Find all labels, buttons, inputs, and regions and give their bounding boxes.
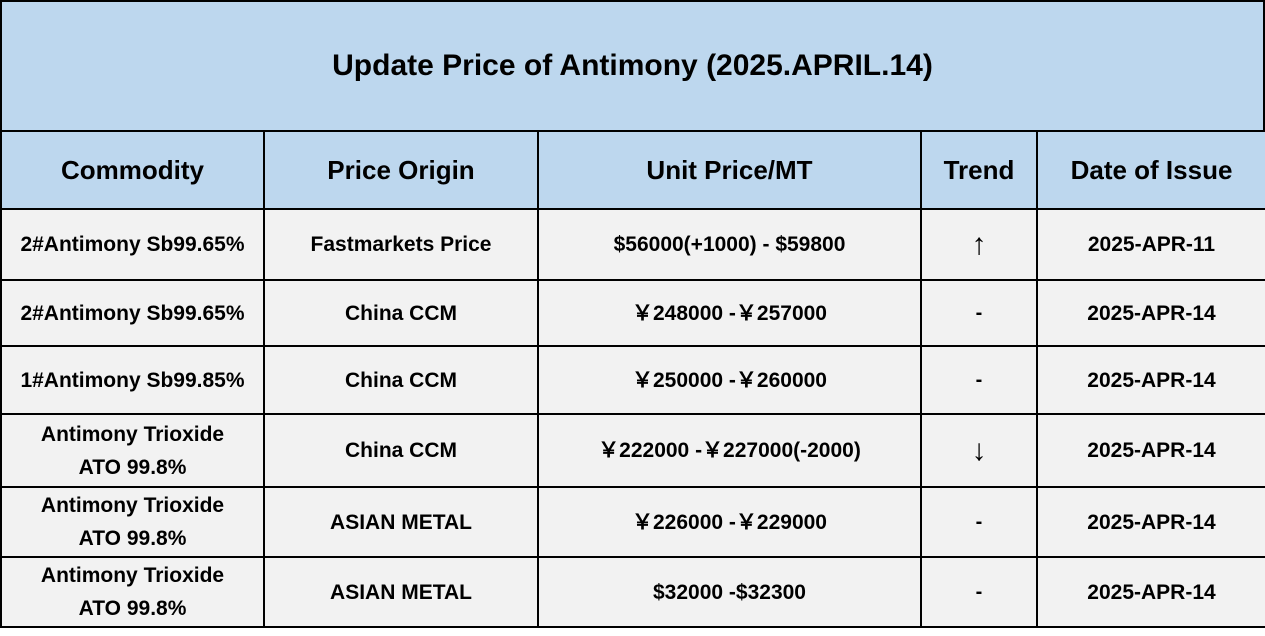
unit-price-cell: ￥250000 -￥260000 bbox=[537, 345, 922, 415]
date-cell: 2025-APR-14 bbox=[1036, 345, 1265, 415]
date-cell: 2025-APR-14 bbox=[1036, 413, 1265, 488]
unit-price-cell: $56000(+1000) - $59800 bbox=[537, 208, 922, 281]
commodity-cell: Antimony Trioxide ATO 99.8% bbox=[0, 413, 265, 488]
date-cell: 2025-APR-14 bbox=[1036, 279, 1265, 347]
commodity-cell: 1#Antimony Sb99.85% bbox=[0, 345, 265, 415]
commodity-cell: 2#Antimony Sb99.65% bbox=[0, 208, 265, 281]
unit-price-cell: ￥248000 -￥257000 bbox=[537, 279, 922, 347]
trend-dash: - bbox=[920, 279, 1038, 347]
unit-price-cell: ￥222000 -￥227000(-2000) bbox=[537, 413, 922, 488]
date-cell: 2025-APR-14 bbox=[1036, 556, 1265, 628]
table-row: Antimony Trioxide ATO 99.8% ASIAN METAL … bbox=[0, 486, 1265, 558]
header-unit-price: Unit Price/MT bbox=[537, 130, 922, 210]
arrow-up-icon: ↑ bbox=[920, 208, 1038, 281]
unit-price-cell: $32000 -$32300 bbox=[537, 556, 922, 628]
price-origin-cell: ASIAN METAL bbox=[263, 556, 539, 628]
commodity-line-1: 2#Antimony Sb99.65% bbox=[20, 301, 245, 325]
trend-dash: - bbox=[920, 556, 1038, 628]
header-commodity: Commodity bbox=[0, 130, 265, 210]
commodity-cell: Antimony Trioxide ATO 99.8% bbox=[0, 556, 265, 628]
commodity-line-2: ATO 99.8% bbox=[78, 597, 187, 620]
date-cell: 2025-APR-11 bbox=[1036, 208, 1265, 281]
commodity-line-1: 2#Antimony Sb99.65% bbox=[20, 233, 245, 256]
price-table: Commodity Price Origin Unit Price/MT Tre… bbox=[0, 130, 1265, 628]
commodity-cell: 2#Antimony Sb99.65% bbox=[0, 279, 265, 347]
trend-dash: - bbox=[920, 486, 1038, 558]
commodity-line-1: Antimony Trioxide bbox=[40, 564, 225, 587]
commodity-line-1: Antimony Trioxide bbox=[40, 422, 225, 446]
commodity-line-2: ATO 99.8% bbox=[78, 527, 187, 550]
price-origin-cell: China CCM bbox=[263, 345, 539, 415]
sheet-title: Update Price of Antimony (2025.APRIL.14) bbox=[0, 0, 1265, 132]
commodity-line-1: Antimony Trioxide bbox=[40, 494, 225, 517]
header-trend: Trend bbox=[920, 130, 1038, 210]
trend-dash: - bbox=[920, 345, 1038, 415]
header-row: Commodity Price Origin Unit Price/MT Tre… bbox=[0, 130, 1265, 210]
price-origin-cell: China CCM bbox=[263, 279, 539, 347]
header-price-origin: Price Origin bbox=[263, 130, 539, 210]
commodity-line-1: 1#Antimony Sb99.85% bbox=[20, 368, 245, 392]
commodity-line-2: ATO 99.8% bbox=[78, 455, 187, 479]
price-origin-cell: Fastmarkets Price bbox=[263, 208, 539, 281]
table-row: 2#Antimony Sb99.65% China CCM ￥248000 -￥… bbox=[0, 279, 1265, 347]
price-origin-cell: ASIAN METAL bbox=[263, 486, 539, 558]
table-row: Antimony Trioxide ATO 99.8% ASIAN METAL … bbox=[0, 556, 1265, 628]
unit-price-cell: ￥226000 -￥229000 bbox=[537, 486, 922, 558]
table-row: 1#Antimony Sb99.85% China CCM ￥250000 -￥… bbox=[0, 345, 1265, 415]
header-date: Date of Issue bbox=[1036, 130, 1265, 210]
price-origin-cell: China CCM bbox=[263, 413, 539, 488]
date-cell: 2025-APR-14 bbox=[1036, 486, 1265, 558]
commodity-cell: Antimony Trioxide ATO 99.8% bbox=[0, 486, 265, 558]
table-row: 2#Antimony Sb99.65% Fastmarkets Price $5… bbox=[0, 208, 1265, 281]
table-row: Antimony Trioxide ATO 99.8% China CCM ￥2… bbox=[0, 413, 1265, 488]
arrow-down-icon: ↓ bbox=[920, 413, 1038, 488]
